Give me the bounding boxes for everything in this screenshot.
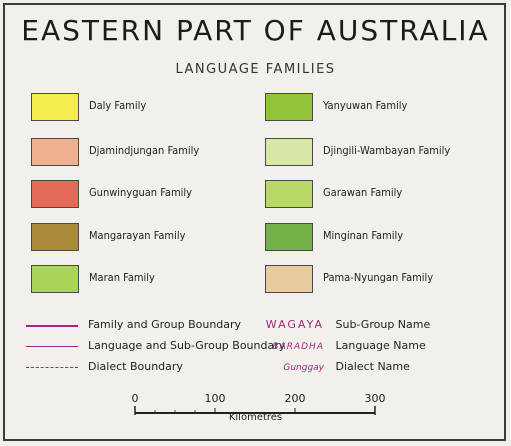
legend-item-garawan: Garawan Family (265, 180, 495, 208)
subgroup-name-style: WAGAYA Sub-Group Name (262, 318, 430, 334)
swatch (265, 93, 313, 121)
legend-item-maran: Maran Family (31, 265, 251, 293)
map-title: EASTERN PART OF AUSTRALIA (21, 14, 490, 47)
name-label: Dialect Name (335, 360, 410, 373)
swatch (31, 265, 79, 293)
line-label: Family and Group Boundary (88, 318, 242, 331)
legend-label: Pama-Nyungan Family (323, 271, 434, 284)
legend-item-minginan: Minginan Family (265, 223, 495, 251)
legend-label: Mangarayan Family (89, 229, 186, 242)
line-sample-dashed (26, 367, 78, 368)
legend-label: Daly Family (89, 99, 147, 112)
legend-item-djingili-wambayan: Djingili-Wambayan Family (265, 138, 495, 166)
legend-item-gunwinyguan: Gunwinyguan Family (31, 180, 251, 208)
swatch (265, 180, 313, 208)
legend-label: Djingili-Wambayan Family (323, 144, 451, 157)
swatch (31, 223, 79, 251)
name-label: Language Name (335, 339, 426, 352)
line-label: Dialect Boundary (88, 360, 183, 373)
scale-tick-label: 300 (364, 392, 386, 405)
legend-item-djamindjungan: Djamindjungan Family (31, 138, 251, 166)
legend-label: Yanyuwan Family (323, 99, 408, 112)
swatch (31, 93, 79, 121)
map-subtitle: LANGUAGE FAMILIES (175, 62, 336, 77)
line-label: Language and Sub-Group Boundary (88, 339, 286, 352)
scale-line (134, 406, 376, 415)
legend-label: Maran Family (89, 271, 155, 284)
legend-label: Djamindjungan Family (89, 144, 200, 157)
swatch (31, 180, 79, 208)
legend-item-mangarayan: Mangarayan Family (31, 223, 251, 251)
scale-bar: 0 100 200 300 (130, 392, 386, 432)
legend-item-yanyuwan: Yanyuwan Family (265, 93, 495, 121)
boundary-dialect: Dialect Boundary (26, 360, 266, 376)
legend-label: Gunwinyguan Family (89, 186, 192, 199)
swatch (31, 138, 79, 166)
name-label: Sub-Group Name (335, 318, 431, 331)
scale-tick-label: 100 (204, 392, 226, 405)
boundary-family-group: Family and Group Boundary (26, 318, 266, 334)
name-sample: BARADHA (272, 342, 324, 352)
legend-label: Garawan Family (323, 186, 403, 199)
scale-tick-label: 0 (131, 392, 139, 405)
legend-panel (3, 3, 506, 441)
language-name-style: BARADHA Language Name (262, 339, 426, 355)
name-sample: Gunggay (283, 363, 324, 373)
swatch (265, 223, 313, 251)
line-sample-thick (26, 325, 78, 327)
swatch (265, 265, 313, 293)
legend-item-daly: Daly Family (31, 93, 251, 121)
legend-label: Minginan Family (323, 229, 404, 242)
scale-caption: Kilometres (228, 412, 283, 423)
line-sample-thin (26, 346, 78, 347)
boundary-language-subgroup: Language and Sub-Group Boundary (26, 339, 285, 355)
name-sample: WAGAYA (265, 318, 324, 331)
scale-tick-label: 200 (284, 392, 306, 405)
dialect-name-style: Gunggay Dialect Name (262, 360, 410, 376)
legend-item-pama-nyungan: Pama-Nyungan Family (265, 265, 495, 293)
swatch (265, 138, 313, 166)
